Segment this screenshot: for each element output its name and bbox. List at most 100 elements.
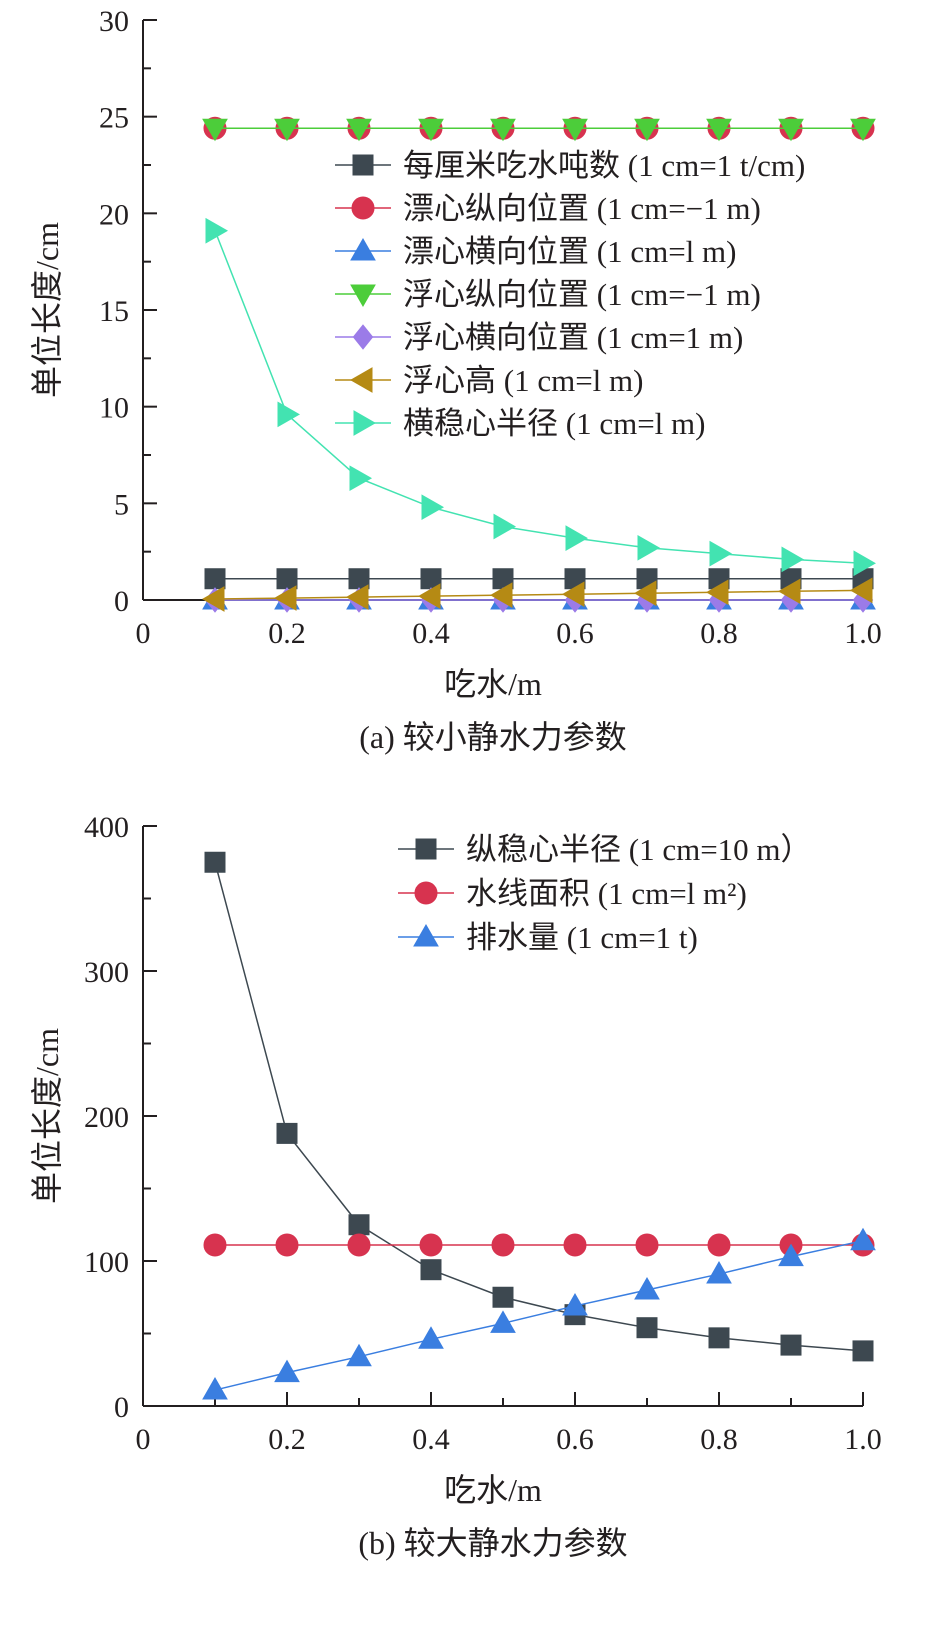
- legend-label: 浮心纵向位置 (1 cm=−1 m): [403, 277, 761, 312]
- data-point: [853, 550, 877, 577]
- legend-marker: [351, 196, 375, 220]
- data-point: [849, 577, 873, 604]
- x-tick-label: 0.8: [700, 617, 738, 650]
- legend-marker: [349, 367, 373, 393]
- data-point: [421, 494, 445, 521]
- series-6: [201, 577, 873, 612]
- data-point: [417, 583, 441, 609]
- y-tick-label: 15: [99, 295, 129, 328]
- chart-caption: (a) 较小静水力参数: [359, 719, 627, 755]
- data-point: [489, 582, 513, 609]
- chart-caption: (b) 较大静水力参数: [358, 1525, 627, 1561]
- data-point: [634, 1276, 660, 1300]
- x-tick-label: 0.2: [268, 617, 306, 650]
- y-tick-label: 30: [99, 5, 129, 38]
- legend-label: 纵稳心半径 (1 cm=10 m）: [466, 832, 812, 867]
- legend-item: 浮心横向位置 (1 cm=1 m): [335, 320, 743, 355]
- data-point: [633, 580, 657, 607]
- legend-label: 浮心横向位置 (1 cm=1 m): [403, 320, 743, 355]
- x-tick-label: 0: [136, 1423, 151, 1456]
- data-point: [493, 513, 517, 540]
- data-point: [491, 1233, 515, 1257]
- data-point: [490, 1310, 516, 1333]
- legend-marker: [352, 324, 374, 350]
- y-tick-label: 0: [114, 585, 129, 618]
- x-tick-label: 0.6: [556, 617, 594, 650]
- series-7: [205, 217, 877, 577]
- data-point: [276, 1122, 298, 1144]
- data-point: [201, 586, 225, 612]
- x-axis-label: 吃水/m: [444, 1472, 542, 1508]
- data-point: [637, 534, 661, 561]
- data-point: [349, 465, 373, 492]
- y-tick-label: 100: [84, 1246, 129, 1279]
- data-point: [204, 568, 226, 590]
- data-point: [778, 1243, 804, 1267]
- series-4: [202, 118, 876, 142]
- legend-label: 横稳心半径 (1 cm=l m): [403, 406, 705, 441]
- y-tick-label: 400: [84, 811, 129, 844]
- x-tick-label: 0.2: [268, 1423, 306, 1456]
- legend-item: 排水量 (1 cm=1 t): [398, 920, 698, 955]
- legend-label: 每厘米吃水吨数 (1 cm=1 t/cm): [403, 148, 805, 183]
- data-point: [634, 118, 660, 142]
- data-point: [419, 1233, 443, 1257]
- data-point: [204, 851, 226, 873]
- data-point: [635, 1233, 659, 1257]
- data-point: [273, 585, 297, 611]
- x-tick-label: 0.4: [412, 1423, 450, 1456]
- series-line: [214, 230, 864, 565]
- data-point: [277, 401, 301, 428]
- chart-panel-b: 0 100 200 300 400 0 0.2 0.4 0.6 0.8 1.0 吃水/m 单位长度/cm…: [29, 811, 882, 1561]
- series-line: [214, 1239, 864, 1391]
- legend-label: 浮心高 (1 cm=l m): [403, 363, 643, 398]
- data-point: [346, 118, 372, 142]
- data-point: [202, 1377, 228, 1400]
- legend: 纵稳心半径 (1 cm=10 m） 水线面积 (1 cm=l m²) 排水量 (1 …: [398, 832, 812, 955]
- y-axis-label: 单位长度/cm: [29, 222, 65, 398]
- data-point: [420, 1259, 442, 1281]
- y-tick-label: 300: [84, 956, 129, 989]
- legend-label: 水线面积 (1 cm=l m²): [466, 876, 747, 911]
- legend-item: 横稳心半径 (1 cm=l m): [335, 406, 705, 441]
- data-point: [276, 568, 298, 590]
- legend-item: 漂心纵向位置 (1 cm=−1 m): [335, 191, 761, 226]
- legend-marker: [413, 923, 439, 947]
- legend-item: 浮心高 (1 cm=l m): [335, 363, 643, 398]
- x-tick-label: 0.6: [556, 1423, 594, 1456]
- y-tick-label: 25: [99, 102, 129, 135]
- data-point: [418, 1326, 444, 1349]
- series-line: [214, 862, 864, 1352]
- x-tick-label: 1.0: [844, 1423, 882, 1456]
- data-point: [777, 578, 801, 605]
- data-point: [347, 1233, 371, 1257]
- chart-panel-a: 0 5 10 15 20 25 30 0 0.2 0.4 0.6 0.8 1.0 吃水/m 单位长度/cm (…: [29, 5, 882, 755]
- data-point: [562, 118, 588, 142]
- series-line: [214, 589, 864, 600]
- data-point: [202, 118, 228, 142]
- y-tick-label: 200: [84, 1101, 129, 1134]
- series-2: [203, 1233, 875, 1257]
- data-point: [781, 546, 805, 573]
- data-point: [563, 1233, 587, 1257]
- data-point: [345, 584, 369, 610]
- legend-marker: [414, 881, 438, 905]
- legend-item: 纵稳心半径 (1 cm=10 m）: [398, 832, 812, 867]
- series-1: [204, 851, 874, 1362]
- data-point: [850, 1227, 876, 1251]
- legend-item: 漂心横向位置 (1 cm=l m): [335, 234, 736, 269]
- series-1: [204, 568, 874, 590]
- y-tick-label: 5: [114, 488, 129, 521]
- legend-marker: [415, 838, 437, 860]
- data-point: [274, 118, 300, 142]
- x-tick-label: 0.4: [412, 617, 450, 650]
- data-point: [706, 1261, 732, 1284]
- series-3: [202, 1227, 876, 1400]
- x-tick-label: 0.8: [700, 1423, 738, 1456]
- data-point: [707, 1233, 731, 1257]
- y-axis-label: 单位长度/cm: [29, 1028, 65, 1204]
- legend-marker: [352, 154, 374, 176]
- legend-item: 每厘米吃水吨数 (1 cm=1 t/cm): [335, 148, 805, 183]
- legend-label: 排水量 (1 cm=1 t): [466, 920, 698, 955]
- data-point: [274, 1359, 300, 1383]
